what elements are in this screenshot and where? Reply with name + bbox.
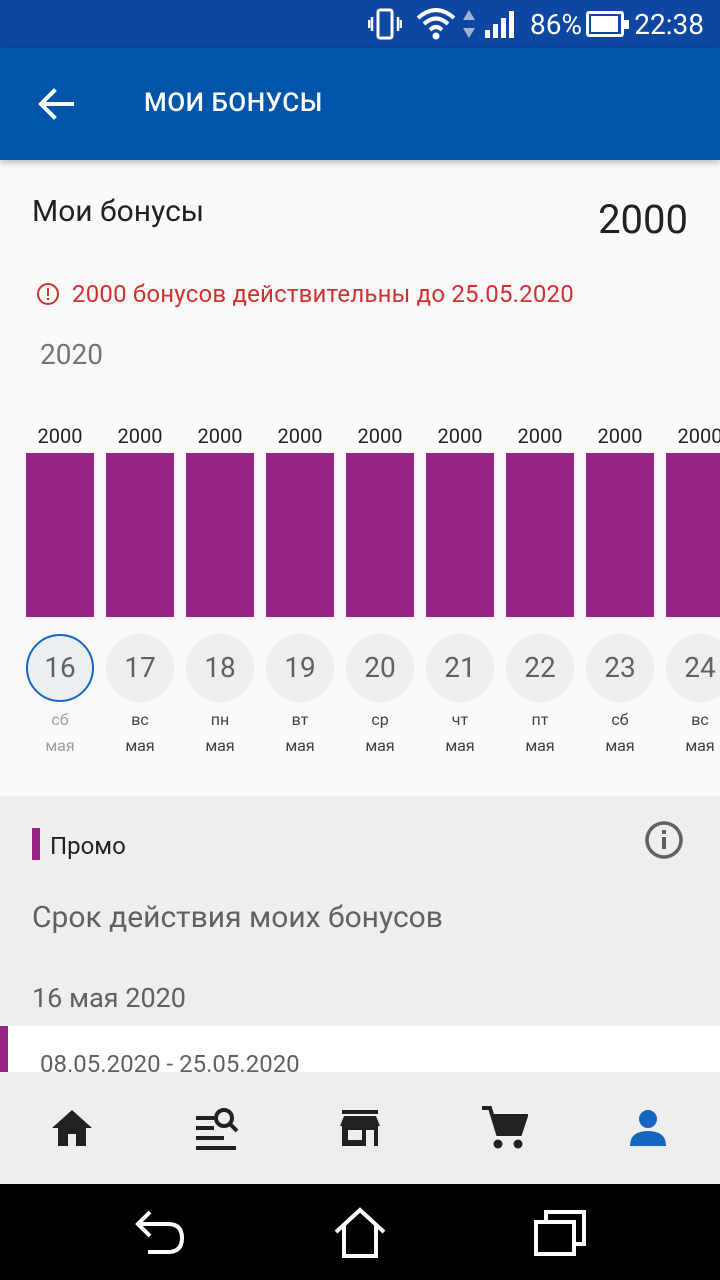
promo-heading: Срок действия моих бонусов [32, 900, 443, 935]
bar [266, 453, 334, 617]
bar [26, 453, 94, 617]
day-chip-selected[interactable]: 16 [26, 634, 94, 702]
month-label: мая [365, 736, 395, 755]
data-arrows-icon [463, 10, 475, 38]
battery-percent: 86% [530, 8, 582, 41]
back-arrow-icon[interactable] [36, 84, 76, 124]
month-label: мая [605, 736, 635, 755]
battery-icon [586, 11, 629, 37]
chart-column[interactable]: 2000 17 вс мая [100, 420, 180, 760]
promo-date: 16 мая 2020 [32, 982, 186, 1014]
chart-column[interactable]: 2000 19 вт мая [260, 420, 340, 760]
system-recents-icon[interactable] [532, 1206, 588, 1258]
bar [586, 453, 654, 617]
clock: 22:38 [634, 8, 704, 41]
bar-value-label: 2000 [677, 424, 720, 448]
expiry-warning: 2000 бонусов действительны до 25.05.2020 [36, 280, 574, 308]
expiry-warning-text: 2000 бонусов действительны до 25.05.2020 [72, 280, 574, 308]
bar-value-label: 2000 [277, 424, 323, 448]
day-chip[interactable]: 24 [666, 634, 720, 702]
month-label: мая [125, 736, 155, 755]
chart-year: 2020 [40, 338, 103, 371]
month-label: мая [205, 736, 235, 755]
day-chip[interactable]: 21 [426, 634, 494, 702]
bar-value-label: 2000 [197, 424, 243, 448]
bar [106, 453, 174, 617]
bar-value-label: 2000 [517, 424, 563, 448]
day-chip[interactable]: 22 [506, 634, 574, 702]
bar [506, 453, 574, 617]
app-bar: МОИ БОНУСЫ [0, 48, 720, 160]
bar-value-label: 2000 [437, 424, 483, 448]
page-title: МОИ БОНУСЫ [144, 88, 323, 118]
promo-tag: Промо [50, 832, 126, 860]
month-label: мая [445, 736, 475, 755]
bar [346, 453, 414, 617]
chart-column[interactable]: 2000 24 вс мая [660, 420, 720, 760]
system-nav-bar [0, 1184, 720, 1280]
status-bar: 86% 22:38 [0, 0, 720, 48]
bottom-nav [0, 1072, 720, 1184]
chart-column[interactable]: 2000 16 сб мая [20, 420, 100, 760]
month-label: мая [45, 736, 75, 755]
store-icon[interactable] [336, 1104, 384, 1152]
month-label: мая [685, 736, 715, 755]
bar [426, 453, 494, 617]
chart-column[interactable]: 2000 20 ср мая [340, 420, 420, 760]
weekday-label: пт [531, 710, 549, 729]
day-chip[interactable]: 19 [266, 634, 334, 702]
promo-accent [32, 828, 40, 860]
profile-icon[interactable] [624, 1104, 672, 1152]
month-label: мая [525, 736, 555, 755]
weekday-label: ср [371, 710, 389, 729]
day-chip[interactable]: 20 [346, 634, 414, 702]
bonus-label: Мои бонусы [32, 194, 205, 229]
day-chip[interactable]: 18 [186, 634, 254, 702]
chart-column[interactable]: 2000 21 чт мая [420, 420, 500, 760]
system-home-icon[interactable] [332, 1206, 388, 1258]
weekday-label: пн [210, 710, 230, 729]
info-icon[interactable] [644, 820, 684, 860]
bonus-chart: 2000 16 сб мая 2000 17 вс мая 2000 18 пн мая 2000 19 в… [0, 420, 720, 760]
bar [186, 453, 254, 617]
system-back-icon[interactable] [132, 1206, 188, 1258]
bar-value-label: 2000 [597, 424, 643, 448]
wifi-icon [416, 8, 456, 40]
bonus-total: 2000 [598, 196, 688, 243]
weekday-label: чт [451, 710, 469, 729]
signal-icon [485, 11, 514, 38]
chart-column[interactable]: 2000 22 пт мая [500, 420, 580, 760]
cart-icon[interactable] [480, 1104, 528, 1152]
alert-circle-icon [37, 283, 59, 305]
home-icon[interactable] [48, 1104, 96, 1152]
vibrate-icon [368, 8, 402, 40]
chart-column[interactable]: 2000 18 пн мая [180, 420, 260, 760]
bar [666, 453, 720, 617]
weekday-label: сб [611, 710, 629, 729]
card-accent [0, 1026, 8, 1086]
day-chip[interactable]: 17 [106, 634, 174, 702]
bar-value-label: 2000 [37, 424, 83, 448]
weekday-label: вт [291, 710, 309, 729]
bar-value-label: 2000 [357, 424, 403, 448]
promo-section: Промо Срок действия моих бонусов 16 мая … [0, 796, 720, 1086]
month-label: мая [285, 736, 315, 755]
weekday-label: вс [131, 710, 149, 729]
day-chip[interactable]: 23 [586, 634, 654, 702]
chart-column[interactable]: 2000 23 сб мая [580, 420, 660, 760]
weekday-label: сб [51, 710, 69, 729]
bar-value-label: 2000 [117, 424, 163, 448]
weekday-label: вс [691, 710, 709, 729]
catalog-search-icon[interactable] [192, 1104, 240, 1152]
